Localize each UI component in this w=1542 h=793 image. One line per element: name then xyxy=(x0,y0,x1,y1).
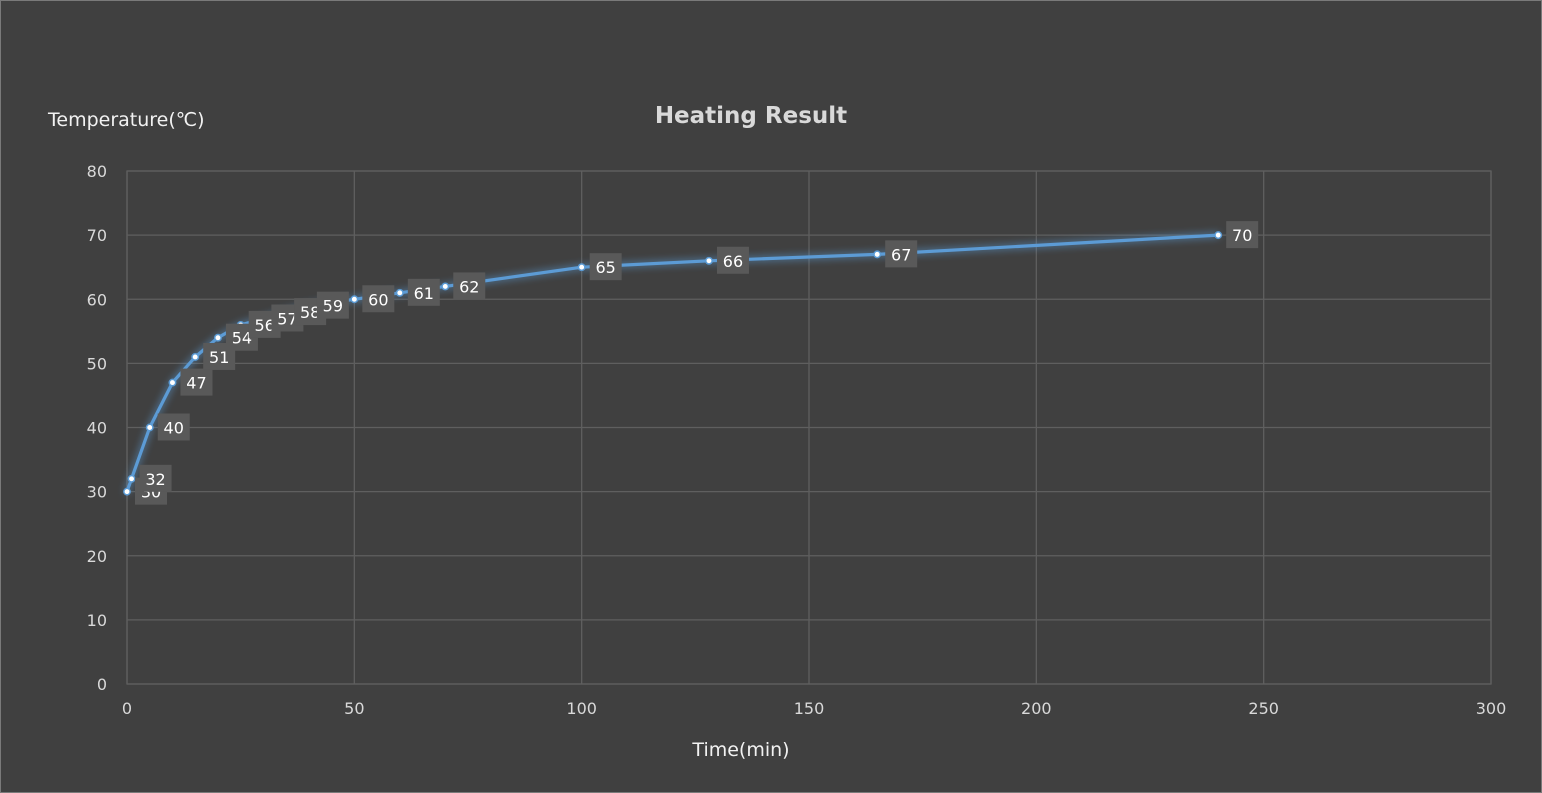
data-point xyxy=(705,256,713,265)
data-label: 61 xyxy=(414,284,434,303)
data-label: 47 xyxy=(186,374,206,393)
y-tick-label: 80 xyxy=(87,162,107,181)
y-tick-label: 70 xyxy=(87,226,107,245)
data-point xyxy=(168,378,177,387)
y-tick-label: 60 xyxy=(87,290,107,309)
data-label-box xyxy=(1226,221,1259,249)
data-label: 32 xyxy=(145,470,165,489)
data-label: 65 xyxy=(595,258,615,277)
data-point xyxy=(127,474,136,483)
data-point xyxy=(123,487,131,496)
data-label: 57 xyxy=(277,309,297,328)
axis-layer: 0 10 20 30 40 50 60 70 80 0 50 100 150 200 250 300 xyxy=(87,162,1507,718)
data-label: 66 xyxy=(723,252,743,271)
x-tick-label: 100 xyxy=(566,699,597,718)
x-tick-label: 0 xyxy=(122,699,132,718)
data-label: 51 xyxy=(209,348,229,367)
x-tick-label: 250 xyxy=(1248,699,1279,718)
data-point xyxy=(191,353,200,361)
grid-layer xyxy=(126,170,1492,685)
y-tick-label: 0 xyxy=(97,675,107,694)
y-tick-label: 20 xyxy=(87,547,107,566)
x-tick-label: 50 xyxy=(344,699,364,718)
data-label: 40 xyxy=(164,419,184,438)
x-tick-label: 150 xyxy=(794,699,825,718)
data-label: 60 xyxy=(368,290,388,309)
data-label: 56 xyxy=(254,316,274,335)
data-label-box xyxy=(316,291,349,319)
data-label-box xyxy=(362,285,395,313)
data-point xyxy=(213,333,222,342)
data-label-box xyxy=(157,413,190,441)
data-label-box xyxy=(589,253,622,281)
x-axis-title: Time(min) xyxy=(691,739,789,761)
data-label-box xyxy=(885,240,918,268)
y-tick-label: 10 xyxy=(87,611,107,630)
data-label: 62 xyxy=(459,277,479,296)
y-axis-title: Temperature(℃) xyxy=(47,109,205,131)
data-label: 58 xyxy=(300,303,320,322)
data-label: 54 xyxy=(232,329,252,348)
x-tick-label: 200 xyxy=(1021,699,1052,718)
y-tick-label: 40 xyxy=(87,419,107,438)
data-label-box xyxy=(139,464,172,492)
data-point xyxy=(577,263,586,272)
data-point xyxy=(1214,231,1223,240)
x-tick-label: 300 xyxy=(1476,699,1507,718)
data-label-box xyxy=(407,278,440,306)
data-point xyxy=(395,288,404,297)
data-label-box xyxy=(180,368,213,396)
data-label-box xyxy=(453,272,486,300)
data-label: 67 xyxy=(891,245,911,264)
data-label: 70 xyxy=(1232,226,1252,245)
data-label-box xyxy=(716,246,749,274)
data-point xyxy=(350,295,359,304)
y-tick-label: 50 xyxy=(87,354,107,373)
data-point xyxy=(873,250,882,259)
data-label: 59 xyxy=(323,297,343,316)
y-tick-label: 30 xyxy=(87,483,107,502)
data-point xyxy=(145,423,154,432)
data-point xyxy=(441,282,450,291)
chart-title: Heating Result xyxy=(655,103,847,129)
